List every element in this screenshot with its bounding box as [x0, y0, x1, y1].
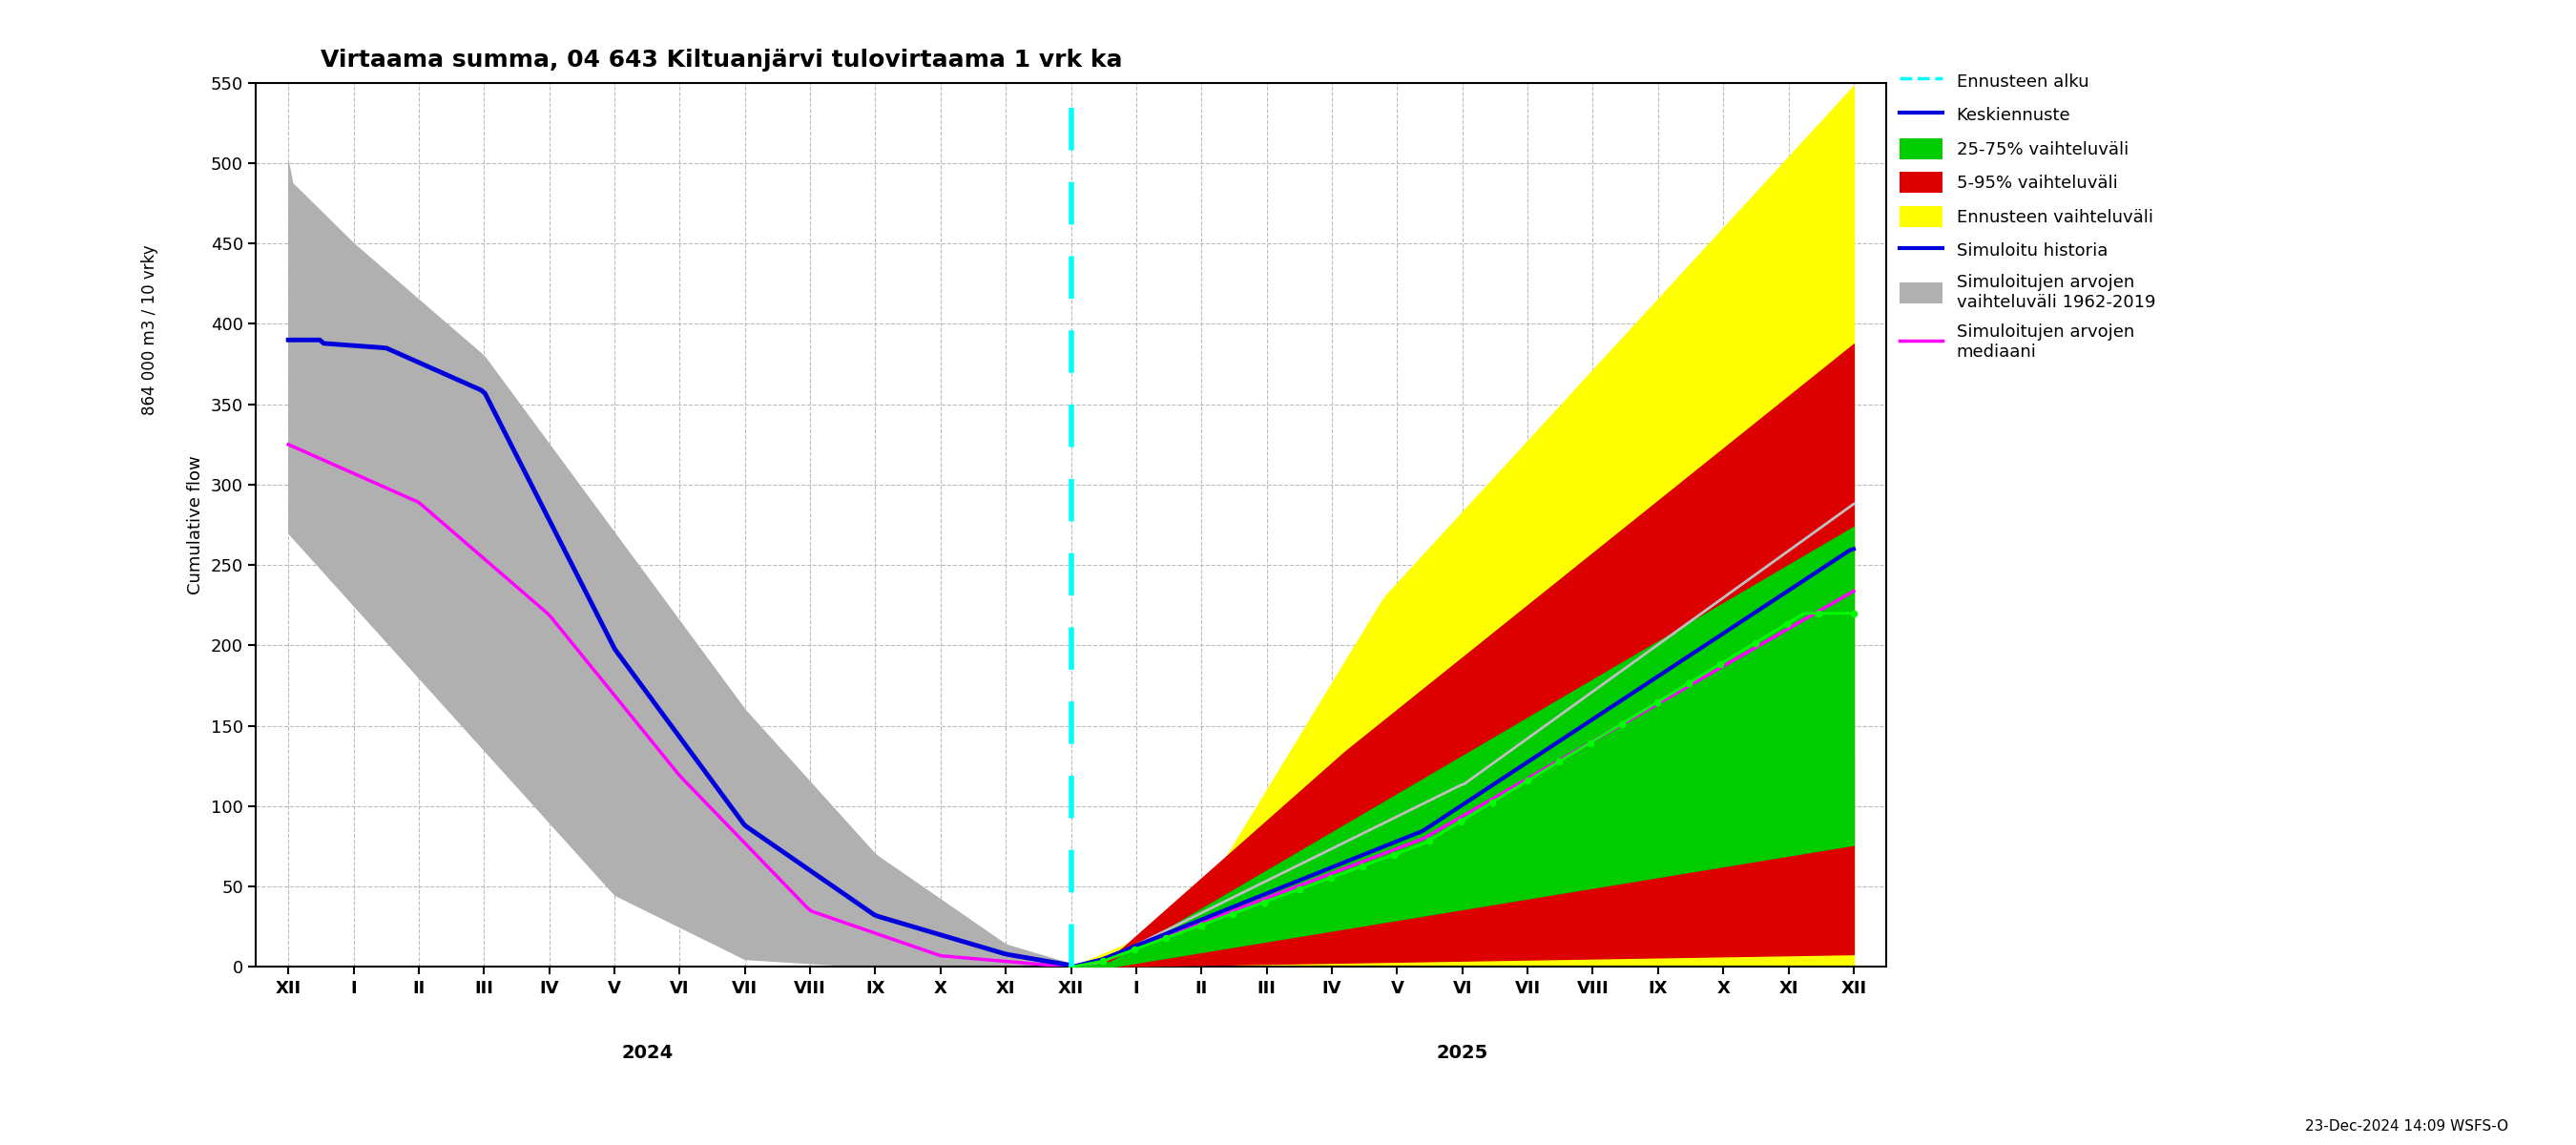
Point — [1082, 951, 1123, 970]
Text: 23-Dec-2024 14:09 WSFS-O: 23-Dec-2024 14:09 WSFS-O — [2306, 1120, 2509, 1134]
Text: 864 000 m3 / 10 vrky: 864 000 m3 / 10 vrky — [142, 245, 157, 416]
Point — [1798, 605, 1839, 623]
Point — [1278, 881, 1319, 899]
Point — [1767, 615, 1808, 633]
Point — [1667, 674, 1708, 693]
Point — [1471, 793, 1512, 812]
Point — [1834, 605, 1875, 623]
Point — [1734, 633, 1775, 652]
Point — [1113, 940, 1154, 958]
Text: 2025: 2025 — [1437, 1044, 1489, 1063]
Point — [1211, 905, 1252, 923]
Point — [1602, 714, 1643, 733]
Point — [1507, 772, 1548, 790]
Point — [1180, 916, 1221, 934]
Point — [1538, 752, 1579, 771]
Y-axis label: Cumulative flow: Cumulative flow — [185, 456, 204, 594]
Point — [1144, 929, 1185, 947]
Point — [1636, 693, 1677, 711]
Point — [1051, 958, 1092, 977]
Point — [1569, 734, 1610, 752]
Text: 2024: 2024 — [621, 1044, 672, 1063]
Point — [1409, 831, 1450, 850]
Point — [1311, 869, 1352, 887]
Point — [1244, 893, 1285, 911]
Point — [1440, 812, 1481, 830]
Point — [1700, 655, 1741, 673]
Text: Virtaama summa, 04 643 Kiltuanjärvi tulovirtaama 1 vrk ka: Virtaama summa, 04 643 Kiltuanjärvi tulo… — [322, 48, 1123, 71]
Point — [1373, 845, 1414, 863]
Legend: Ennusteen alku, Keskiennuste, 25-75% vaihteluväli, 5-95% vaihteluväli, Ennusteen: Ennusteen alku, Keskiennuste, 25-75% vai… — [1893, 65, 2161, 366]
Point — [1342, 858, 1383, 876]
